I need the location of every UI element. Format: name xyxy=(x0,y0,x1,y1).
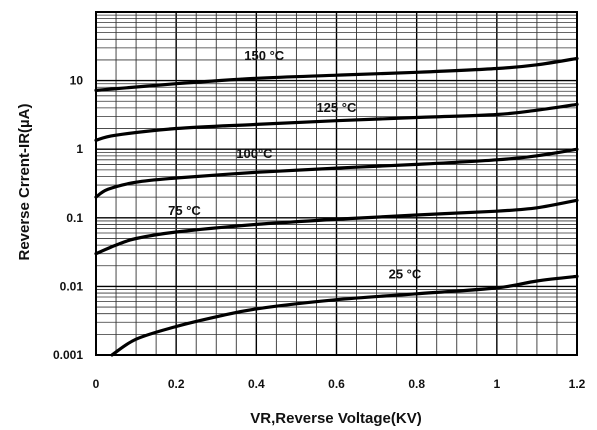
y-tick-label: 0.001 xyxy=(53,348,83,362)
y-tick-label: 1 xyxy=(76,142,83,156)
x-tick-label: 0.6 xyxy=(328,377,345,391)
x-axis-title: VR,Reverse Voltage(KV) xyxy=(250,410,421,427)
x-tick-label: 0 xyxy=(93,377,100,391)
series-label: 125 °C xyxy=(316,100,357,115)
plot-frame xyxy=(95,11,578,356)
x-tick-label: 1.2 xyxy=(569,377,586,391)
series-line xyxy=(94,102,579,142)
y-tick-label: 0.1 xyxy=(66,211,83,225)
y-tick-label: 10 xyxy=(70,74,84,88)
x-tick-label: 0.8 xyxy=(408,377,425,391)
x-tick-label: 1 xyxy=(493,377,500,391)
x-tick-label: 0.4 xyxy=(248,377,265,391)
series-line xyxy=(110,274,579,357)
y-axis-title: Reverse Crrent-IR(µA) xyxy=(16,103,33,260)
series-line xyxy=(94,56,579,92)
series-curves xyxy=(94,56,579,357)
series-label: 25 °C xyxy=(389,267,422,282)
y-tick-labels: 0.001 0.01 0.1 1 10 xyxy=(53,74,83,362)
x-tick-labels: 0 0.2 0.4 0.6 0.8 1 1.2 xyxy=(93,377,586,391)
y-tick-label: 0.01 xyxy=(60,279,84,293)
series-line xyxy=(94,147,579,199)
x-tick-label: 0.2 xyxy=(168,377,185,391)
series-line xyxy=(94,198,579,256)
series-label: 100°C xyxy=(236,146,273,161)
series-labels: 150 °C 125 °C 100°C 75 °C 25 °C xyxy=(168,48,422,282)
series-label: 75 °C xyxy=(168,203,201,218)
series-label: 150 °C xyxy=(244,48,285,63)
